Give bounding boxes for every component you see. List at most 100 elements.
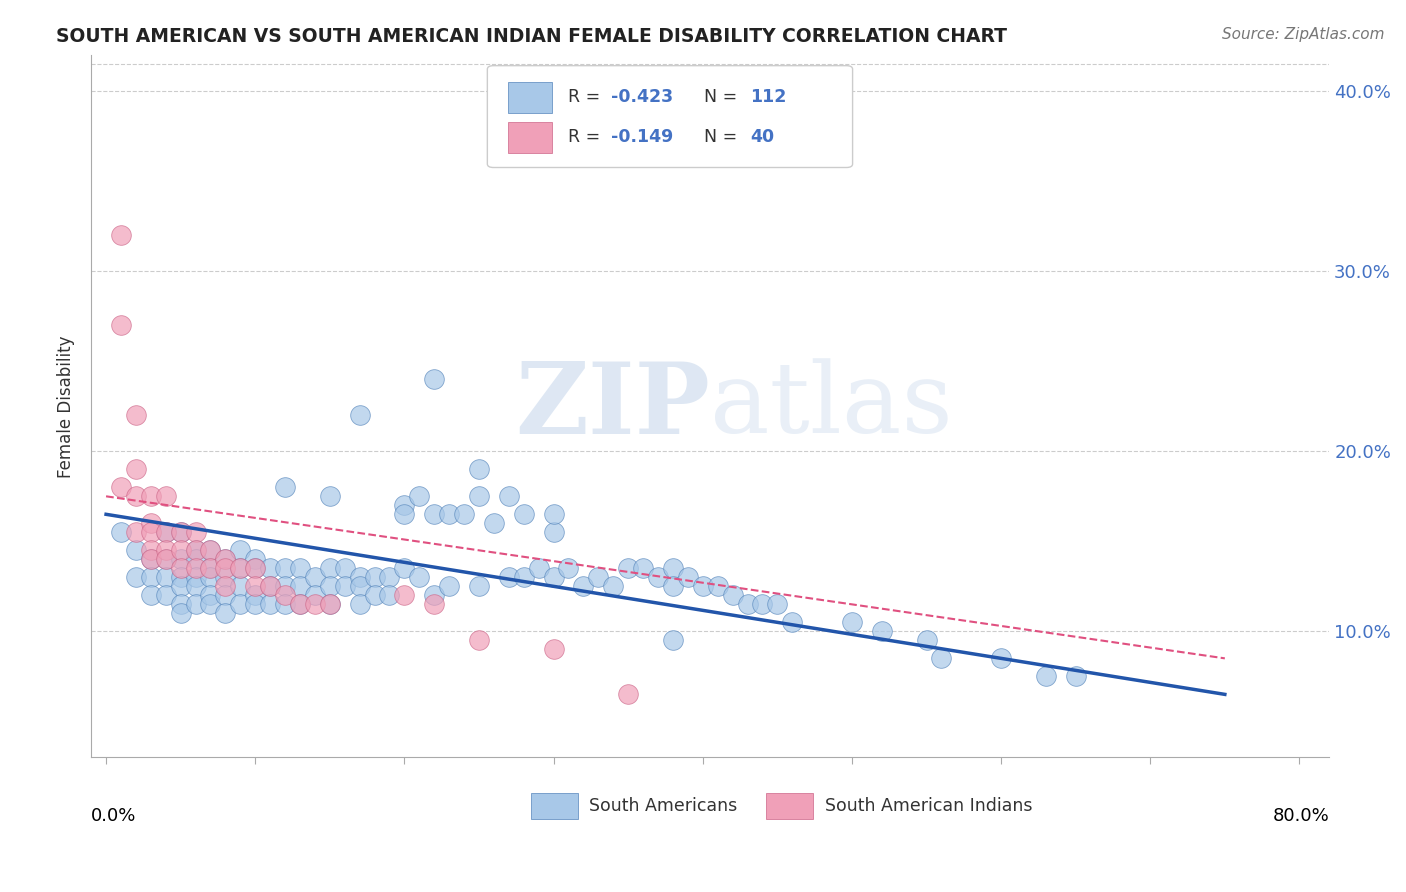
- Point: [169, 561, 191, 575]
- Point: [333, 561, 356, 575]
- Point: [319, 579, 342, 593]
- Point: [394, 588, 416, 602]
- Point: [155, 525, 177, 540]
- Point: [139, 489, 162, 503]
- Point: [169, 607, 191, 621]
- Text: N =: N =: [704, 128, 742, 146]
- Text: SOUTH AMERICAN VS SOUTH AMERICAN INDIAN FEMALE DISABILITY CORRELATION CHART: SOUTH AMERICAN VS SOUTH AMERICAN INDIAN …: [56, 27, 1007, 45]
- Point: [155, 588, 177, 602]
- Point: [662, 579, 685, 593]
- Point: [169, 525, 191, 540]
- Point: [737, 598, 759, 612]
- Point: [200, 561, 222, 575]
- FancyBboxPatch shape: [530, 792, 578, 819]
- Point: [155, 543, 177, 558]
- Point: [245, 561, 267, 575]
- Point: [184, 543, 207, 558]
- Text: N =: N =: [704, 88, 742, 106]
- Point: [453, 508, 475, 522]
- Point: [200, 570, 222, 584]
- Point: [990, 651, 1012, 665]
- Point: [721, 588, 744, 602]
- Point: [184, 598, 207, 612]
- Point: [423, 508, 446, 522]
- Point: [692, 579, 714, 593]
- Point: [408, 489, 430, 503]
- Point: [110, 318, 132, 333]
- Point: [139, 570, 162, 584]
- Point: [259, 579, 281, 593]
- Point: [200, 543, 222, 558]
- Point: [676, 570, 699, 584]
- Point: [766, 598, 789, 612]
- Point: [527, 561, 550, 575]
- Point: [245, 561, 267, 575]
- Point: [363, 588, 385, 602]
- Point: [468, 489, 491, 503]
- Point: [214, 579, 236, 593]
- Point: [259, 561, 281, 575]
- Point: [288, 561, 311, 575]
- Point: [915, 633, 938, 648]
- Point: [543, 642, 565, 657]
- Point: [155, 489, 177, 503]
- Point: [408, 570, 430, 584]
- Point: [423, 372, 446, 386]
- Point: [245, 598, 267, 612]
- Y-axis label: Female Disability: Female Disability: [58, 335, 75, 477]
- Point: [200, 561, 222, 575]
- Point: [304, 598, 326, 612]
- Point: [274, 561, 297, 575]
- Point: [274, 598, 297, 612]
- Point: [184, 552, 207, 566]
- Point: [543, 570, 565, 584]
- Point: [437, 508, 460, 522]
- Point: [125, 543, 148, 558]
- Point: [139, 588, 162, 602]
- Point: [214, 570, 236, 584]
- Point: [139, 552, 162, 566]
- Text: R =: R =: [568, 128, 606, 146]
- Point: [349, 570, 371, 584]
- Point: [259, 579, 281, 593]
- Point: [288, 579, 311, 593]
- Text: ZIP: ZIP: [516, 358, 710, 455]
- Point: [229, 579, 252, 593]
- Point: [304, 570, 326, 584]
- Point: [378, 588, 401, 602]
- Point: [482, 516, 505, 531]
- Point: [214, 552, 236, 566]
- Text: 0.0%: 0.0%: [91, 806, 136, 824]
- Point: [1035, 669, 1057, 683]
- Point: [125, 525, 148, 540]
- Point: [169, 543, 191, 558]
- Point: [378, 570, 401, 584]
- Point: [274, 579, 297, 593]
- Point: [333, 579, 356, 593]
- Point: [125, 570, 148, 584]
- Point: [557, 561, 579, 575]
- Point: [169, 552, 191, 566]
- Point: [349, 598, 371, 612]
- Point: [200, 588, 222, 602]
- Point: [437, 579, 460, 593]
- Point: [349, 579, 371, 593]
- Point: [498, 570, 520, 584]
- FancyBboxPatch shape: [509, 122, 551, 153]
- Point: [139, 516, 162, 531]
- Point: [468, 579, 491, 593]
- Point: [139, 543, 162, 558]
- Point: [110, 525, 132, 540]
- Text: atlas: atlas: [710, 359, 953, 454]
- Point: [513, 508, 536, 522]
- Point: [110, 228, 132, 243]
- Point: [423, 588, 446, 602]
- Point: [617, 561, 640, 575]
- Point: [1064, 669, 1087, 683]
- FancyBboxPatch shape: [766, 792, 813, 819]
- Point: [543, 525, 565, 540]
- Point: [125, 409, 148, 423]
- Point: [245, 588, 267, 602]
- Point: [245, 552, 267, 566]
- Point: [423, 598, 446, 612]
